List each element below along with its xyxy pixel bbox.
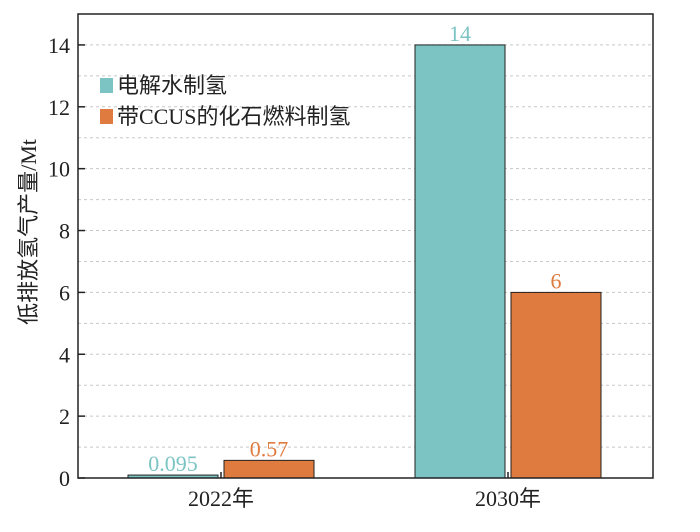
y-tick-label: 6 [59, 280, 70, 305]
legend-label: 电解水制氢 [117, 73, 227, 98]
tick-labels: 0 2 4 6 8 10 12 14 2022年 2030年 [48, 33, 541, 511]
data-label: 6 [551, 268, 562, 293]
y-axis-label: 低排放氢气产量/Mt [16, 139, 41, 325]
y-tick-label: 14 [48, 33, 70, 58]
plot-frame [77, 13, 654, 479]
data-label: 14 [449, 21, 471, 46]
data-label: 0.57 [250, 436, 289, 461]
axes [77, 13, 654, 479]
y-tick-label: 0 [59, 466, 70, 491]
data-label: 0.095 [148, 451, 198, 476]
legend-label: 带CCUS的化石燃料制氢 [117, 104, 350, 129]
x-category-label: 2022年 [188, 486, 254, 511]
y-tick-label: 8 [59, 219, 70, 244]
legend-swatch [100, 78, 113, 93]
data-labels: 0.095 0.57 14 6 [148, 21, 561, 476]
y-tick-label: 10 [48, 157, 70, 182]
y-tick-label: 4 [59, 342, 70, 367]
bar-electrolysis-2 [414, 44, 506, 479]
x-category-label: 2030年 [475, 486, 541, 511]
bar-ccus-2 [510, 291, 602, 479]
bar-ccus-1 [223, 459, 315, 479]
bars [127, 44, 602, 479]
legend-swatch [100, 109, 113, 124]
y-tick-label: 2 [59, 404, 70, 429]
y-tick-label: 12 [48, 95, 70, 120]
